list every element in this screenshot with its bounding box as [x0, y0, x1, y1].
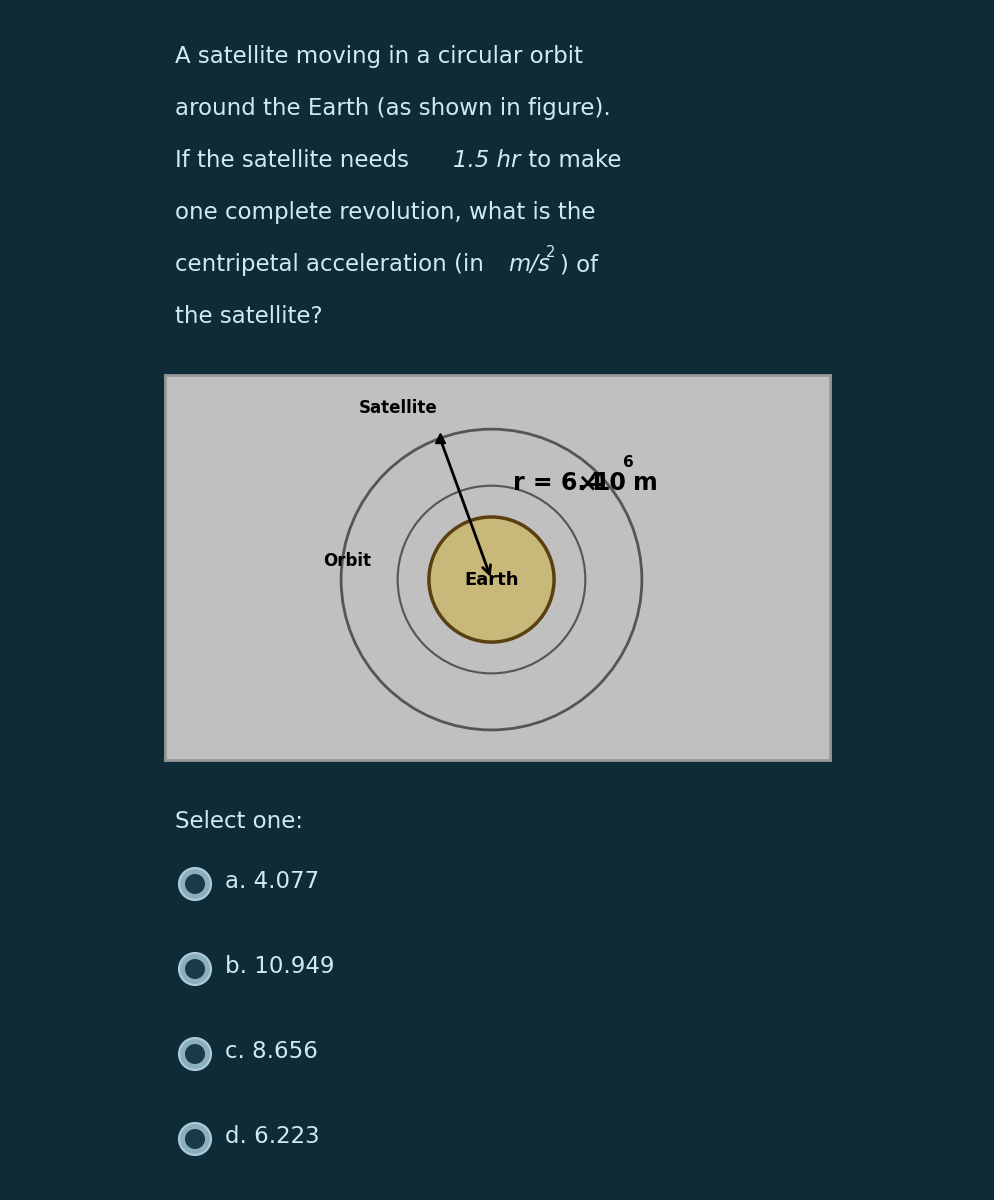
Text: 1.5 hr: 1.5 hr	[453, 149, 521, 172]
Text: around the Earth (as shown in figure).: around the Earth (as shown in figure).	[175, 97, 610, 120]
Circle shape	[185, 1129, 205, 1150]
Text: Select one:: Select one:	[175, 810, 303, 833]
Circle shape	[185, 874, 205, 894]
Text: c. 8.656: c. 8.656	[225, 1040, 318, 1063]
Text: m/s: m/s	[508, 253, 550, 276]
Circle shape	[185, 1044, 205, 1064]
Text: 6: 6	[622, 455, 633, 470]
Text: m: m	[633, 472, 658, 496]
Text: b. 10.949: b. 10.949	[225, 955, 335, 978]
Circle shape	[179, 1123, 211, 1154]
Circle shape	[429, 517, 554, 642]
Circle shape	[185, 959, 205, 979]
Text: ×: ×	[577, 472, 596, 496]
Text: a. 4.077: a. 4.077	[225, 870, 319, 893]
Text: Orbit: Orbit	[323, 552, 371, 570]
Text: Earth: Earth	[464, 570, 519, 588]
Text: 10: 10	[593, 472, 626, 496]
Text: centripetal acceleration (in: centripetal acceleration (in	[175, 253, 491, 276]
Text: one complete revolution, what is the: one complete revolution, what is the	[175, 200, 595, 224]
Text: to make: to make	[521, 149, 621, 172]
Text: ) of: ) of	[560, 253, 598, 276]
Bar	[165, 374, 830, 760]
Text: d. 6.223: d. 6.223	[225, 1126, 320, 1148]
Text: A satellite moving in a circular orbit: A satellite moving in a circular orbit	[175, 44, 582, 68]
Text: the satellite?: the satellite?	[175, 305, 323, 328]
Circle shape	[179, 953, 211, 985]
Circle shape	[179, 1038, 211, 1070]
Text: 2: 2	[546, 245, 556, 260]
Circle shape	[179, 868, 211, 900]
Text: Satellite: Satellite	[359, 398, 437, 416]
Text: r = 6.4: r = 6.4	[513, 472, 602, 496]
Text: If the satellite needs: If the satellite needs	[175, 149, 416, 172]
